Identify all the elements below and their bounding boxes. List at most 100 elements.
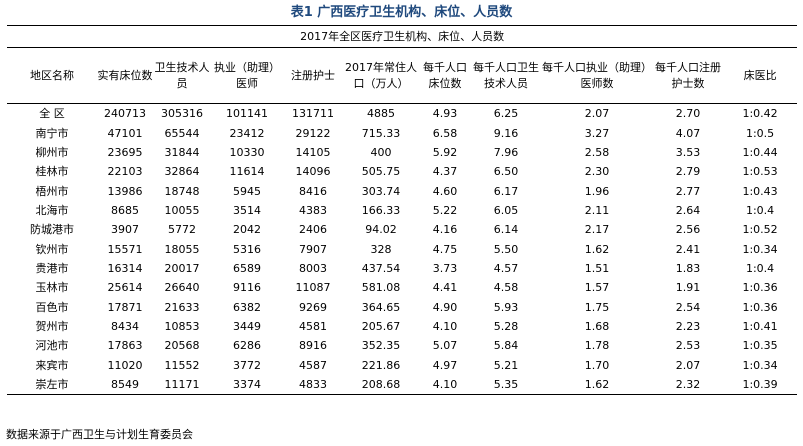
table-cell: 17871 (107, 300, 143, 314)
table-cell: 20568 (164, 339, 200, 353)
table-row: 贺州市 8434 10853 3449 4581 205.67 4.10 5.28 1.68 2.… (7, 317, 797, 336)
region-name-cell: 河池市 (35, 339, 69, 353)
table-cell: 18748 (164, 184, 200, 198)
table-cell: 4.10 (419, 374, 471, 396)
table-cell: 1:0.36 (742, 300, 778, 314)
table-row: 钦州市 15571 18055 5316 7907 328 4.75 5.50 1.62 2.41… (7, 239, 797, 258)
table-cell: 2406 (299, 223, 327, 237)
table-cell: 101141 (226, 107, 268, 121)
table-cell: 5.84 (493, 339, 519, 353)
table-cell: 21633 (164, 300, 200, 314)
table-cell: 3907 (111, 223, 139, 237)
table-cell: 94.02 (365, 223, 397, 237)
table-cell: 4.58 (493, 281, 519, 295)
table-cell: 11614 (229, 165, 265, 179)
table-cell: 6.17 (493, 184, 519, 198)
table-cell: 2.41 (675, 242, 701, 256)
table-cell: 4.37 (432, 165, 458, 179)
table-cell: 4.60 (432, 184, 458, 198)
table-cell: 11087 (295, 281, 331, 295)
table-cell: 3449 (233, 319, 261, 333)
region-name-cell: 百色市 (35, 300, 69, 314)
table-row: 全 区 240713 305316 101141 131711 4885 4.93 6.25 2… (7, 104, 797, 124)
data-table: 2017年全区医疗卫生机构、床位、人员数 地区名称 实有床位数 卫生技术人员 执业（助… (7, 25, 798, 396)
table-cell: 25614 (107, 281, 143, 295)
column-header: 地区名称 (7, 47, 97, 104)
table-cell: 14096 (295, 165, 331, 179)
table-cell: 6286 (233, 339, 261, 353)
column-header: 每千人口注册护士数 (653, 47, 723, 104)
table-cell: 2.53 (675, 339, 701, 353)
column-header: 床医比 (723, 47, 798, 104)
table-cell: 1:0.42 (742, 107, 778, 121)
table-cell: 14105 (295, 145, 331, 159)
region-name-cell: 玉林市 (35, 281, 69, 295)
table-cell: 6.05 (493, 203, 519, 217)
table-cell: 303.74 (361, 184, 401, 198)
table-cell: 5.21 (493, 358, 519, 372)
column-header: 每千人口床位数 (419, 47, 471, 104)
table-cell: 4885 (367, 107, 395, 121)
table-cell: 2.07 (675, 358, 701, 372)
table-cell: 8549 (97, 374, 153, 396)
table-cell: 1:0.34 (742, 242, 778, 256)
table-cell: 505.75 (361, 165, 401, 179)
table-cell: 1:0.5 (745, 126, 775, 140)
table-cell: 4.57 (493, 261, 519, 275)
region-name-cell: 防城港市 (30, 223, 74, 237)
source-note: 数据来源于广西卫生与计划生育委员会 (6, 428, 193, 441)
table-cell: 1:0.43 (742, 184, 778, 198)
table-cell: 23695 (107, 145, 143, 159)
table-subtitle: 2017年全区医疗卫生机构、床位、人员数 (7, 25, 798, 48)
table-cell: 1:0.52 (742, 223, 778, 237)
column-header: 卫生技术人员 (153, 47, 211, 104)
table-cell: 581.08 (361, 281, 401, 295)
region-name-cell: 钦州市 (35, 242, 69, 256)
table-cell: 1.78 (584, 339, 610, 353)
region-name-cell: 来宾市 (35, 358, 69, 372)
table-row: 南宁市 47101 65544 23412 29122 715.33 6.58 9.16 3.2… (7, 123, 797, 142)
table-cell: 5316 (233, 242, 261, 256)
table-row: 桂林市 22103 32864 11614 14096 505.75 4.37 6.50 2.3… (7, 162, 797, 181)
table-cell: 5.92 (432, 145, 458, 159)
table-cell: 1:0.35 (742, 339, 778, 353)
table-cell: 13986 (107, 184, 143, 198)
column-header-row: 地区名称 实有床位数 卫生技术人员 执业（助理）医师 注册护士 2017年常住人口（万人）… (7, 47, 798, 104)
table-cell: 7.96 (493, 145, 519, 159)
table-cell: 7907 (299, 242, 327, 256)
table-cell: 5772 (168, 223, 196, 237)
region-name-cell: 柳州市 (35, 145, 69, 159)
table-cell: 3772 (233, 358, 261, 372)
table-row: 河池市 17863 20568 6286 8916 352.35 5.07 5.84 1.78 2… (7, 336, 797, 355)
region-name-cell: 贺州市 (35, 319, 69, 333)
table-cell: 3.73 (432, 261, 458, 275)
table-row: 防城港市 3907 5772 2042 2406 94.02 4.16 6.14 2.17 2.5… (7, 220, 797, 239)
table-cell: 1.51 (584, 261, 610, 275)
table-cell: 328 (370, 242, 392, 256)
table-cell: 2.23 (675, 319, 701, 333)
column-header: 注册护士 (283, 47, 343, 104)
table-cell: 2.58 (584, 145, 610, 159)
table-row: 梧州市 13986 18748 5945 8416 303.74 4.60 6.17 1.96 2… (7, 181, 797, 200)
table-row: 柳州市 23695 31844 10330 14105 400 5.92 7.96 2.58 3.… (7, 143, 797, 162)
table-cell: 1.96 (584, 184, 610, 198)
table-cell: 1:0.36 (742, 281, 778, 295)
table-cell: 5.93 (493, 300, 519, 314)
region-name-cell: 梧州市 (35, 184, 69, 198)
region-name-cell: 崇左市 (7, 374, 97, 396)
table-cell: 10055 (164, 203, 200, 217)
table-cell: 11552 (164, 358, 200, 372)
table-row: 玉林市 25614 26640 9116 11087 581.08 4.41 4.58 1.57… (7, 278, 797, 297)
table-cell: 3.27 (584, 126, 610, 140)
table-cell: 2.77 (675, 184, 701, 198)
table-cell: 10853 (164, 319, 200, 333)
table-cell: 2.17 (584, 223, 610, 237)
region-name-cell: 桂林市 (35, 165, 69, 179)
table-cell: 65544 (164, 126, 200, 140)
table-cell: 3374 (211, 374, 283, 396)
table-cell: 22103 (107, 165, 143, 179)
table-cell: 20017 (164, 261, 200, 275)
column-header: 每千人口执业（助理）医师数 (541, 47, 653, 104)
subtitle-row: 2017年全区医疗卫生机构、床位、人员数 (7, 25, 798, 48)
